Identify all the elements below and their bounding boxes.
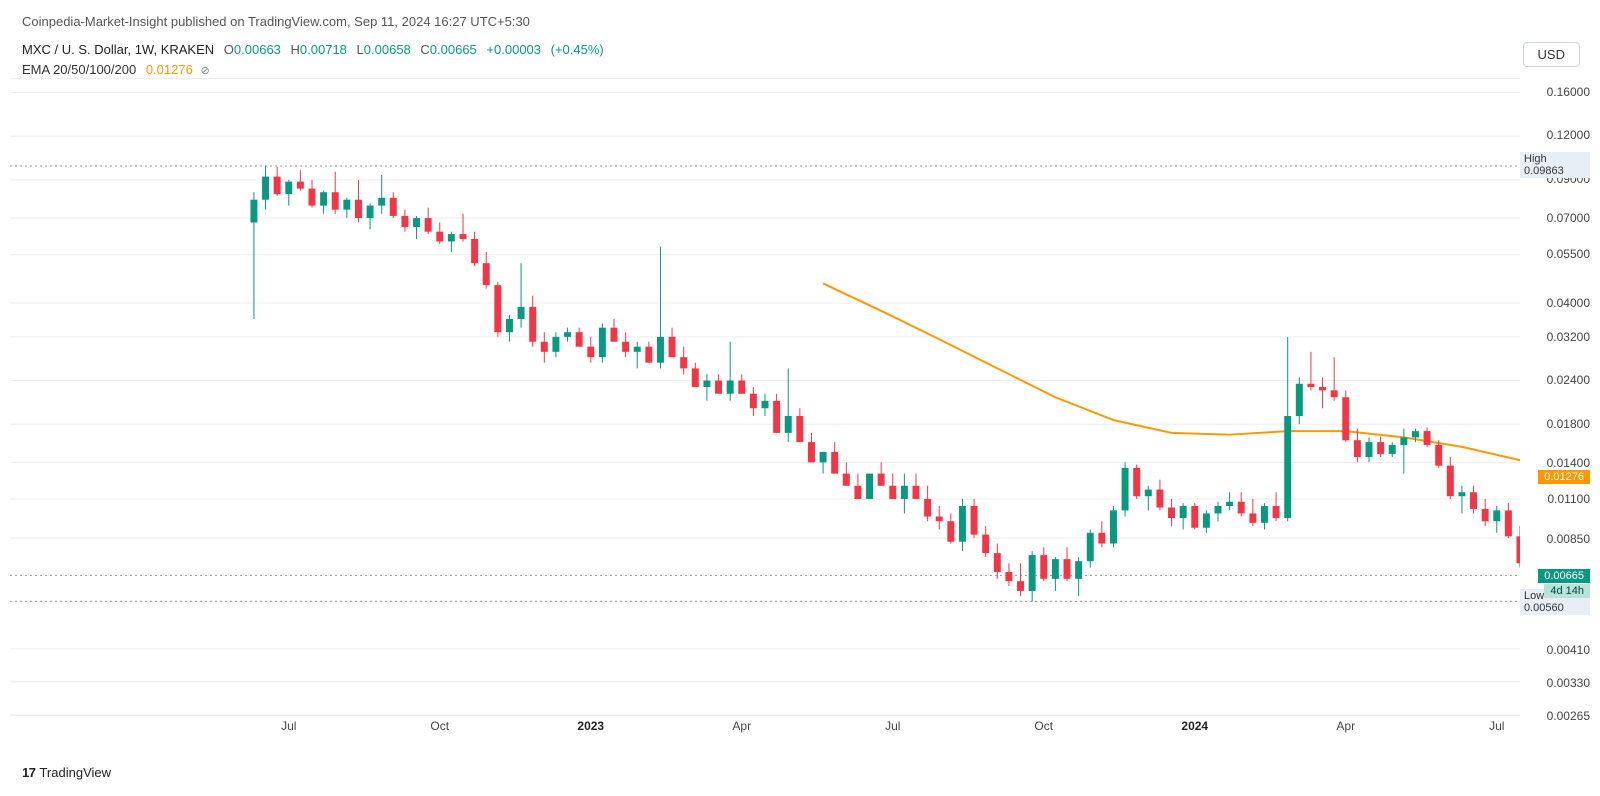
y-tick: 0.01100 [1548, 492, 1591, 506]
x-tick: Jul [885, 719, 900, 733]
y-tick: 0.03200 [1547, 330, 1590, 344]
countdown-tag: 4d 14h [1544, 584, 1590, 598]
y-tick: 0.16000 [1547, 85, 1590, 99]
y-tick: 0.02400 [1547, 373, 1590, 387]
x-tick: Oct [430, 719, 449, 733]
symbol-pair[interactable]: MXC / U. S. Dollar, 1W, KRAKEN [22, 42, 214, 57]
chart-svg[interactable] [10, 79, 1520, 715]
y-tick: 0.04000 [1547, 296, 1590, 310]
y-tick: 0.12000 [1547, 128, 1590, 142]
y-tick: 0.01800 [1547, 417, 1590, 431]
last-price-tag: 0.00665 [1538, 569, 1590, 583]
currency-button[interactable]: USD [1523, 42, 1580, 67]
y-tick: 0.05500 [1547, 247, 1590, 261]
y-tick: 0.01400 [1547, 456, 1590, 470]
x-tick: Oct [1034, 719, 1053, 733]
time-axis[interactable]: JulOct2023AprJulOct2024AprJulOct [10, 719, 1520, 741]
x-tick: Apr [1336, 719, 1355, 733]
x-tick: 2024 [1181, 719, 1208, 733]
attribution-text: Coinpedia-Market-Insight published on Tr… [22, 14, 530, 29]
indicator-settings-icon[interactable]: ⊘ [200, 65, 209, 77]
y-tick: 0.00850 [1547, 532, 1590, 546]
x-tick: Jul [1489, 719, 1504, 733]
y-tick: 0.07000 [1547, 211, 1590, 225]
y-tick: 0.00410 [1547, 643, 1590, 657]
symbol-header: MXC / U. S. Dollar, 1W, KRAKEN O0.00663 … [22, 42, 604, 57]
ema-price-tag: 0.01276 [1538, 470, 1590, 484]
ema-value: 0.01276 [146, 62, 193, 77]
y-tick: 0.00330 [1547, 676, 1590, 690]
price-axis[interactable]: 0.160000.120000.090000.070000.055000.040… [1520, 78, 1600, 716]
x-tick: Apr [732, 719, 751, 733]
y-tick: 0.00265 [1547, 709, 1590, 723]
x-tick: Jul [281, 719, 296, 733]
chart-pane[interactable] [10, 78, 1520, 716]
x-tick: 2023 [577, 719, 604, 733]
indicator-row: EMA 20/50/100/200 0.01276 ⊘ [22, 62, 210, 77]
tradingview-logo[interactable]: 1‍7TradingView [22, 765, 111, 780]
ema-label[interactable]: EMA 20/50/100/200 [22, 62, 136, 77]
ohlc-readout: O0.00663 H0.00718 L0.00658 C0.00665 +0.0… [218, 42, 604, 57]
high-tag: High 0.09863 [1520, 152, 1590, 178]
